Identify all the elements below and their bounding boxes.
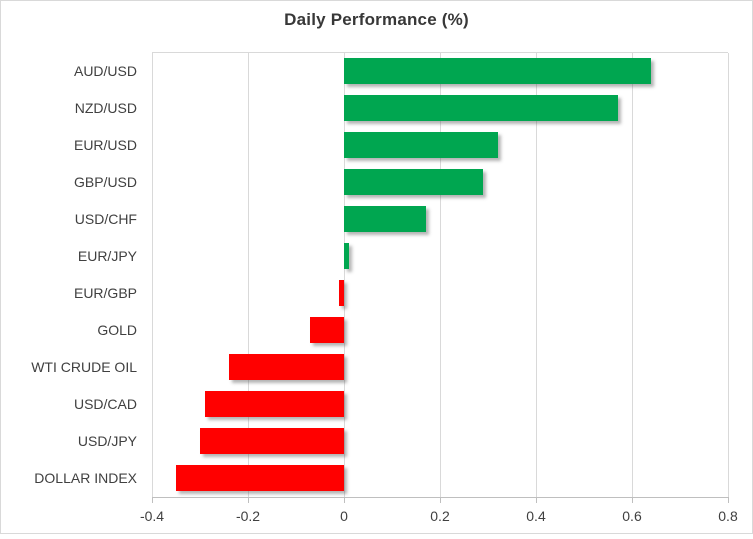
x-tick-label: 0 (340, 508, 348, 524)
x-tick-label: -0.4 (139, 508, 165, 524)
bar-usd-cad (204, 391, 344, 417)
bar-dollar-index (176, 465, 344, 491)
bar-eur-jpy (344, 243, 349, 269)
plot-area (151, 52, 729, 503)
bar-gold (310, 317, 344, 343)
axis-tick (247, 497, 249, 503)
bar-gbp-usd (344, 169, 484, 195)
x-tick-label: -0.2 (235, 508, 261, 524)
chart-title: Daily Performance (%) (284, 10, 469, 29)
x-tick-label: 0.8 (718, 508, 738, 524)
bar-eur-gbp (339, 280, 344, 306)
x-tick-label: 0.6 (622, 508, 642, 524)
gridline (343, 53, 345, 497)
axis-tick (535, 497, 537, 503)
category-label: EUR/USD (73, 136, 137, 153)
axis-tick (727, 497, 729, 503)
axis-tick (343, 497, 345, 503)
category-label: EUR/GBP (73, 284, 137, 301)
category-label: USD/CHF (74, 210, 137, 227)
bar-usd-chf (344, 206, 426, 232)
x-tick-label: 0.2 (430, 508, 450, 524)
value-axis-labels: -0.4 -0.2 0 0.2 0.4 0.6 0.8 (0, 508, 753, 526)
gridline (631, 53, 633, 497)
category-label: EUR/JPY (77, 247, 137, 264)
category-label: GOLD (97, 321, 137, 338)
bar-wti-crude-oil (228, 354, 344, 380)
category-label: USD/JPY (77, 432, 137, 449)
x-tick-label: 0.4 (526, 508, 546, 524)
gridline (247, 53, 249, 497)
axis-tick (631, 497, 633, 503)
bar-usd-jpy (200, 428, 344, 454)
axis-tick (439, 497, 441, 503)
category-label: GBP/USD (73, 173, 137, 190)
axis-tick (151, 497, 153, 503)
category-label: DOLLAR INDEX (34, 469, 137, 486)
bar-eur-usd (344, 132, 498, 158)
category-label: USD/CAD (73, 395, 137, 412)
category-label: WTI CRUDE OIL (31, 358, 137, 375)
category-label: NZD/USD (74, 99, 137, 116)
gridline (535, 53, 537, 497)
bar-nzd-usd (344, 95, 618, 121)
gridline (151, 53, 153, 497)
gridline (727, 53, 729, 497)
bar-aud-usd (344, 58, 652, 84)
gridline (439, 53, 441, 497)
category-label: AUD/USD (73, 62, 137, 79)
